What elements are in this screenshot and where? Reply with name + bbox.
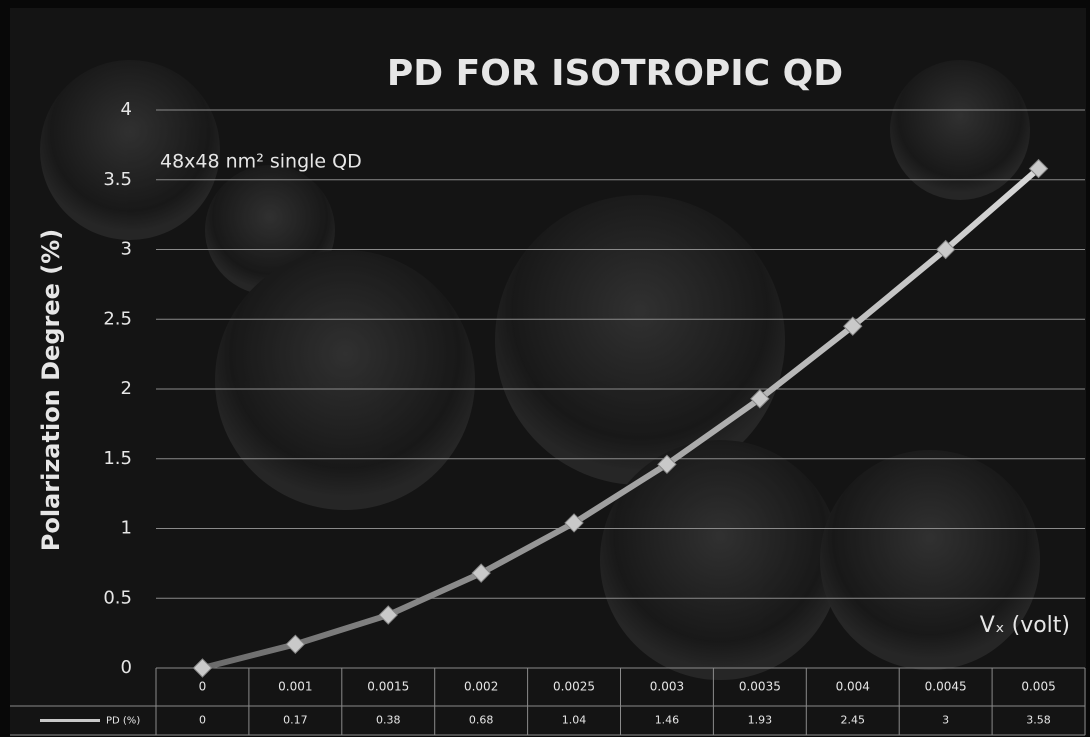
x-tick-label: 0.0045	[925, 680, 967, 694]
data-point	[750, 389, 770, 409]
y-tick-label: 2	[121, 378, 132, 399]
y-tick-label: 1.5	[103, 448, 132, 469]
table-value: 1.46	[655, 714, 680, 727]
x-tick-label: 0.004	[836, 680, 870, 694]
x-axis-label: Vₓ (volt)	[980, 613, 1070, 638]
table-value: 3	[942, 714, 949, 727]
y-axis-label: Polarization Degree (%)	[37, 229, 65, 551]
x-tick-label: 0.002	[464, 680, 498, 694]
data-point	[471, 563, 491, 583]
data-point	[1028, 158, 1049, 179]
series-line	[201, 166, 1041, 671]
data-point	[657, 454, 677, 475]
data-point	[285, 634, 306, 654]
y-tick-label: 0	[121, 657, 132, 678]
y-tick-label: 3	[121, 239, 132, 260]
table-value: 1.04	[562, 714, 587, 727]
y-tick-label: 1	[121, 518, 132, 539]
table-value: 0.68	[469, 714, 494, 727]
data-point	[192, 658, 213, 678]
y-tick-label: 4	[121, 99, 132, 120]
x-tick-label: 0.0025	[553, 680, 595, 694]
x-tick-label: 0	[199, 680, 207, 694]
x-tick-label: 0.0015	[367, 680, 409, 694]
decorative-bubbles	[40, 60, 1040, 680]
table-value: 3.58	[1026, 714, 1051, 727]
y-tick-label: 2.5	[103, 308, 132, 329]
data-point	[935, 239, 956, 260]
table-value: 0.38	[376, 714, 401, 727]
data-point	[843, 316, 863, 336]
y-tick-label: 3.5	[103, 169, 132, 190]
x-tick-label: 0.005	[1021, 680, 1055, 694]
table-value: 0	[199, 714, 206, 727]
x-tick-label: 0.0035	[739, 680, 781, 694]
data-point	[378, 605, 398, 625]
x-tick-label: 0.001	[278, 680, 312, 694]
table-value: 0.17	[283, 714, 308, 727]
legend-label: PD (%)	[106, 716, 140, 727]
y-tick-label: 0.5	[103, 587, 132, 608]
annotation: 48x48 nm² single QD	[160, 151, 362, 173]
chart-title: PD FOR ISOTROPIC QD	[387, 53, 843, 94]
table-value: 2.45	[841, 714, 866, 727]
table-value: 1.93	[748, 714, 773, 727]
data-point	[564, 513, 584, 533]
x-tick-label: 0.003	[650, 680, 684, 694]
